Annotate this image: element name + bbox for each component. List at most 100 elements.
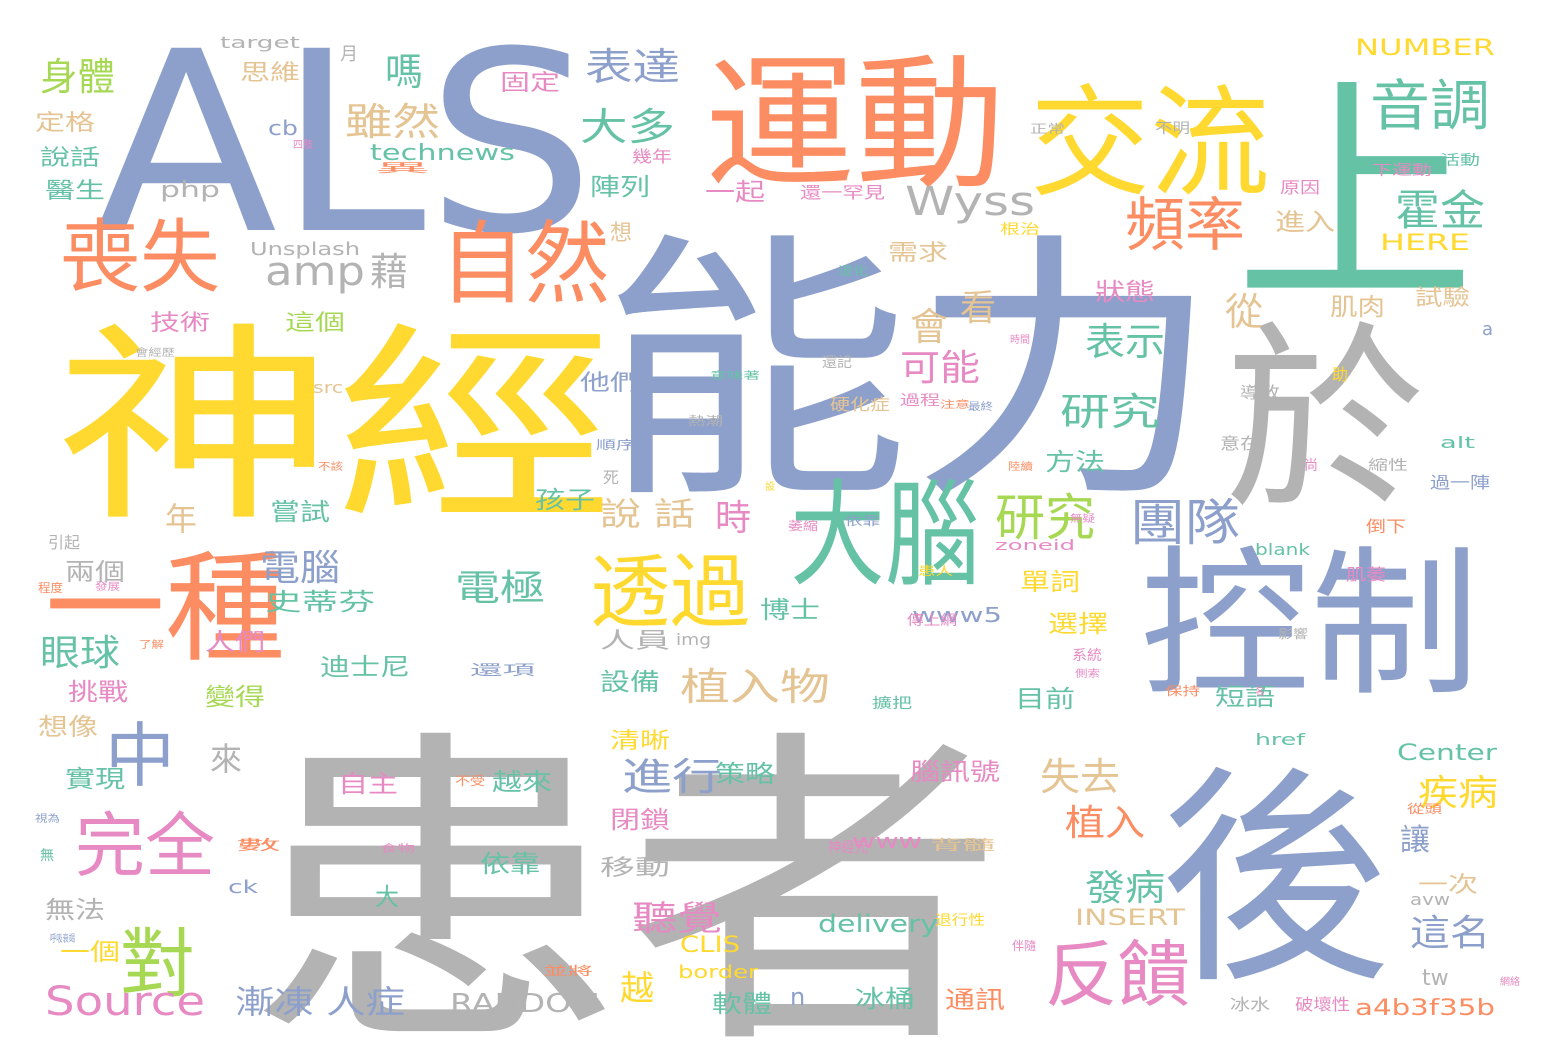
cloud-word: 發病 — [1085, 868, 1165, 909]
cloud-word: 技術 — [150, 311, 210, 336]
cloud-word: 肌肉 — [1330, 293, 1385, 321]
cloud-word: 破壞性 — [1295, 995, 1350, 1014]
cloud-word: 食物 — [380, 842, 415, 855]
cloud-word: 時間 — [1010, 334, 1030, 346]
cloud-word: 大 — [375, 883, 399, 911]
cloud-word: 程度 — [38, 580, 63, 595]
cloud-word: 孩子 — [535, 486, 595, 514]
cloud-word: 網絡 — [1500, 975, 1520, 988]
cloud-word: 熱潮 — [688, 413, 723, 428]
cloud-word: www5 — [912, 603, 1002, 627]
cloud-word: 嘗試 — [270, 498, 330, 526]
cloud-word: delivery — [818, 910, 938, 938]
cloud-word: 順序 — [596, 437, 636, 452]
cloud-word: 人們 — [205, 628, 265, 656]
cloud-word: 無法 — [45, 896, 105, 924]
cloud-word: 自主 — [338, 770, 398, 798]
cloud-word: 上 — [1235, 57, 1475, 337]
cloud-word: 四肢 — [293, 138, 313, 151]
cloud-word: 單詞 — [1020, 568, 1080, 596]
cloud-word: 說 話 — [600, 495, 695, 533]
cloud-word: 迪士尼 — [320, 653, 410, 681]
cloud-word: 電腦 — [260, 548, 340, 589]
cloud-word: 活動 — [1440, 153, 1480, 169]
cloud-word: 不明 — [1155, 121, 1190, 137]
cloud-word: Source — [45, 979, 205, 1025]
cloud-word: 過程 — [900, 393, 940, 409]
cloud-word: 呼吸衰竭 — [50, 932, 75, 945]
cloud-word: CLIS — [680, 933, 740, 958]
cloud-word: cb — [268, 116, 298, 140]
cloud-word: 反饋 — [1045, 933, 1190, 1017]
cloud-word: 可能 — [900, 348, 980, 389]
cloud-word: 讓 — [1400, 823, 1430, 858]
cloud-word: 退化 — [838, 264, 868, 278]
cloud-word: 陣列 — [590, 173, 650, 201]
cloud-word: 身體 — [40, 55, 115, 99]
cloud-word: n — [790, 983, 805, 1011]
cloud-word: border — [678, 962, 759, 983]
cloud-word: 交流 — [1030, 75, 1270, 214]
cloud-word: 這個 — [285, 311, 345, 336]
cloud-word: 能力 — [600, 211, 1220, 537]
cloud-word: 一種 — [45, 540, 285, 679]
cloud-word: 喪失 — [60, 211, 220, 304]
cloud-word: RANDOM — [450, 989, 600, 1019]
cloud-word: 依靠 — [845, 513, 880, 528]
cloud-word: 幾年 — [632, 147, 672, 166]
cloud-word: 短語 — [1215, 683, 1275, 711]
cloud-word: 一次 — [1418, 873, 1478, 898]
cloud-word: 年 — [165, 500, 197, 538]
cloud-word: target — [220, 33, 300, 52]
cloud-word: 縮性 — [1368, 458, 1408, 474]
cloud-word: Center — [1397, 741, 1498, 766]
cloud-word: 植入 — [1065, 803, 1145, 844]
cloud-word: Unsplash — [250, 239, 360, 260]
cloud-word: php — [160, 178, 220, 203]
cloud-word: 神經元 — [828, 840, 868, 856]
cloud-word: 無 — [40, 848, 54, 864]
cloud-word: 控制 — [1140, 531, 1480, 718]
cloud-word: 一個 — [60, 938, 120, 966]
cloud-word: 來 — [210, 740, 242, 778]
cloud-word: 看 — [960, 288, 996, 329]
cloud-word: 影響 — [1278, 626, 1308, 641]
cloud-word: 保持 — [1165, 683, 1200, 698]
cloud-word: 越 — [620, 969, 654, 1009]
cloud-word: 冰桶 — [855, 985, 915, 1013]
cloud-word: 眼球 — [40, 633, 120, 674]
cloud-word: 進行 — [622, 755, 722, 799]
cloud-word: 大腦 — [790, 469, 980, 603]
cloud-word: 肌萎 — [1346, 565, 1386, 584]
cloud-word: img — [676, 630, 711, 649]
cloud-word: 策略 — [715, 760, 775, 788]
cloud-word: 還記 — [822, 354, 852, 371]
cloud-word: 注意 — [940, 398, 970, 411]
cloud-word: 想 — [610, 221, 632, 246]
cloud-word: 移動 — [600, 856, 670, 881]
cloud-word: 對 — [120, 920, 195, 1008]
cloud-word: www — [852, 829, 922, 853]
cloud-word: 越來 — [492, 768, 552, 796]
cloud-word: 過一陣 — [1430, 473, 1490, 492]
cloud-word: 定格 — [35, 111, 95, 136]
cloud-word: a — [1482, 319, 1493, 340]
cloud-word: 自然 — [440, 212, 610, 317]
cloud-word: 說話 — [40, 146, 100, 171]
cloud-word: 數 — [236, 838, 281, 854]
cloud-word: 這名 — [1410, 913, 1490, 954]
cloud-word: 冰水 — [1230, 995, 1270, 1014]
cloud-word: 神經 — [55, 305, 615, 550]
cloud-word: 藉 — [370, 250, 408, 294]
cloud-word: href — [1255, 730, 1306, 749]
cloud-word: technews — [370, 141, 515, 166]
cloud-word: ck — [228, 877, 259, 898]
cloud-word: a4b3f35b — [1355, 996, 1495, 1021]
cloud-word: 運動 — [705, 41, 1005, 210]
cloud-word: 從 — [1225, 290, 1263, 334]
cloud-word: 研究 — [995, 489, 1095, 547]
cloud-word: 選擇 — [1048, 610, 1108, 638]
cloud-word: 還一罕見 — [800, 183, 885, 202]
cloud-word: 名 — [1255, 685, 1265, 698]
cloud-word: 完全 — [75, 805, 215, 887]
